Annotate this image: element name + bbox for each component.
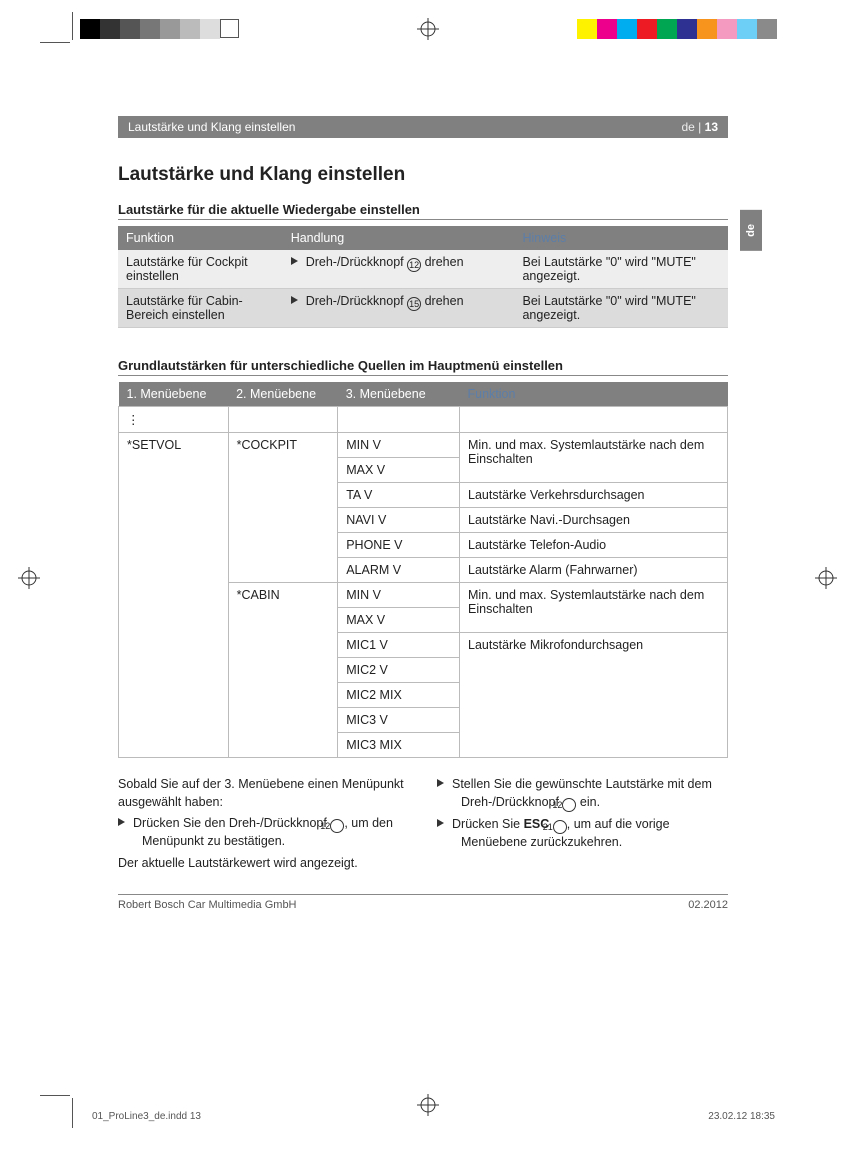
cell: MIC3 MIX [338,733,460,758]
cell-funktion: Lautstärke für Cockpit einstellen [118,250,283,289]
bullet: Stellen Sie die gewünschte Lautstärke mi… [437,776,728,812]
cell-handlung: Dreh-/Drückknopf 12 drehen [283,250,515,289]
section2-title: Grundlautstärken für unterschiedliche Qu… [118,358,728,376]
cell: ⋮ [119,407,229,433]
cell: TA V [338,483,460,508]
cell: MIC3 V [338,708,460,733]
cell-hint: Bei Lautstärke "0" wird "MUTE" angezeigt… [514,289,728,328]
cell: MAX V [338,458,460,483]
cell: MIC2 V [338,658,460,683]
cell-funktion: Lautstärke für Cabin-Bereich einstellen [118,289,283,328]
th-m2: 2. Menüebene [228,382,338,407]
body-columns: Sobald Sie auf der 3. Menüebene einen Me… [118,776,728,876]
th-handlung: Handlung [283,226,515,250]
cell: Lautstärke Alarm (Fahrwarner) [460,558,728,583]
crop-mark [40,1095,70,1096]
cell-hint: Bei Lautstärke "0" wird "MUTE" angezeigt… [514,250,728,289]
cell: Lautstärke Telefon-Audio [460,533,728,558]
slug-line: 01_ProLine3_de.indd 13 23.02.12 18:35 [92,1111,775,1122]
footer-company: Robert Bosch Car Multimedia GmbH [118,899,297,911]
para: Der aktuelle Lautstärkewert wird angezei… [118,855,409,873]
cell: NAVI V [338,508,460,533]
registration-mark-top [417,18,439,40]
page-title: Lautstärke und Klang einstellen [118,164,728,186]
cell-cockpit: *COCKPIT [228,433,338,583]
col-left: Sobald Sie auf der 3. Menüebene einen Me… [118,776,409,876]
cell [460,407,728,433]
th-fn: Funktion [460,382,728,407]
registration-mark-left [18,567,40,589]
crop-mark [72,12,73,40]
col-right: Stellen Sie die gewünschte Lautstärke mi… [437,776,728,876]
cell-handlung: Dreh-/Drückknopf 15 drehen [283,289,515,328]
cell: MIC1 V [338,633,460,658]
cell-cabin: *CABIN [228,583,338,758]
th-funktion: Funktion [118,226,283,250]
grayscale-swatches [80,19,239,39]
cell: Lautstärke Verkehrsdurchsagen [460,483,728,508]
cell: Min. und max. Systemlautstärke nach dem … [460,583,728,633]
th-m3: 3. Menüebene [338,382,460,407]
cell: PHONE V [338,533,460,558]
registration-mark-right [815,567,837,589]
color-swatches [577,19,777,39]
page-content: Lautstärke und Klang einstellen de | 13 … [118,116,728,911]
header-page: de | 13 [682,120,719,134]
footer-date: 02.2012 [688,899,728,911]
header-title: Lautstärke und Klang einstellen [128,120,295,134]
crop-mark [40,42,70,43]
th-m1: 1. Menüebene [119,382,229,407]
slug-file: 01_ProLine3_de.indd 13 [92,1111,201,1122]
registration-bar [0,18,855,40]
cell-setvol: *SETVOL [119,433,229,758]
crop-mark [72,1098,73,1128]
cell [228,407,338,433]
language-tab: de [740,210,762,251]
cell: MIN V [338,583,460,608]
running-header: Lautstärke und Klang einstellen de | 13 [118,116,728,138]
para: Sobald Sie auf der 3. Menüebene einen Me… [118,776,409,811]
section1-title: Lautstärke für die aktuelle Wiedergabe e… [118,202,728,220]
cell: Lautstärke Mikrofondurchsagen [460,633,728,758]
cell: ALARM V [338,558,460,583]
cell [338,407,460,433]
cell: Lautstärke Navi.-Durchsagen [460,508,728,533]
bullet: Drücken Sie ESC 21, um auf die vorige Me… [437,816,728,852]
th-hinweis: Hinweis [514,226,728,250]
cell: MAX V [338,608,460,633]
page-footer: Robert Bosch Car Multimedia GmbH 02.2012 [118,894,728,911]
cell: MIC2 MIX [338,683,460,708]
slug-timestamp: 23.02.12 18:35 [708,1111,775,1122]
cell: Min. und max. Systemlautstärke nach dem … [460,433,728,483]
table-menu-volumes: 1. Menüebene 2. Menüebene 3. Menüebene F… [118,382,728,758]
table-current-volume: Funktion Handlung Hinweis Lautstärke für… [118,226,728,328]
cell: MIN V [338,433,460,458]
bullet: Drücken Sie den Dreh-/Drückknopf 12, um … [118,815,409,851]
